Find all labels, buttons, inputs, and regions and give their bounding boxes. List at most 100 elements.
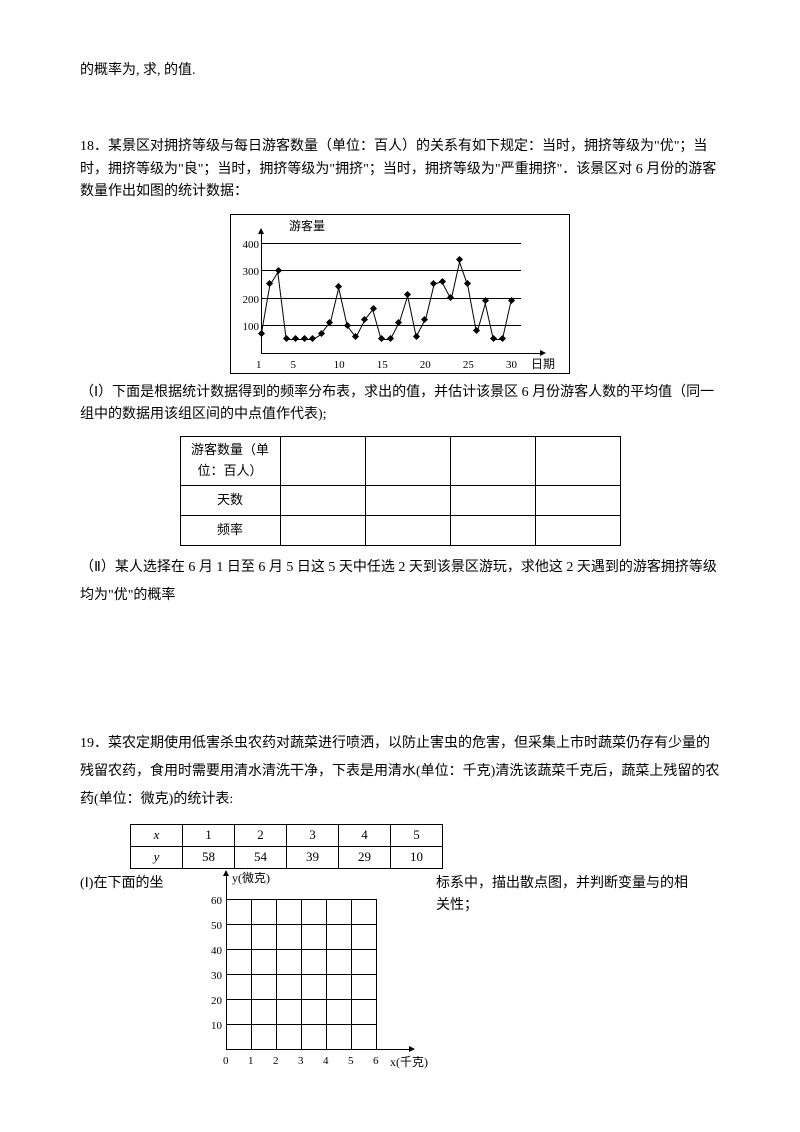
y-tick-label: 200: [233, 292, 259, 310]
data-cell: 29: [339, 846, 391, 868]
data-point: [438, 278, 445, 285]
x-axis: [261, 353, 541, 354]
data-cell: 54: [235, 846, 287, 868]
data-point: [301, 335, 308, 342]
scatter-hgrid: [226, 974, 376, 975]
data-point: [387, 335, 394, 342]
scatter-x-label: 2: [273, 1053, 279, 1071]
q18-chart: 游客量 日期 100200300400151015202530: [80, 214, 720, 374]
scatter-hgrid: [226, 949, 376, 950]
freq-cell: [365, 437, 450, 486]
freq-row-header: 天数: [180, 485, 280, 515]
top-fragment: 的概率为, 求, 的值.: [80, 60, 720, 82]
freq-cell: [280, 485, 365, 515]
freq-cell: [450, 515, 535, 545]
data-cell: 39: [287, 846, 339, 868]
data-cell: 10: [391, 846, 443, 868]
freq-cell: [535, 437, 620, 486]
line-segment: [337, 287, 347, 326]
q19-part1-right: 标系中，描出散点图，并判断变量与的相: [436, 876, 688, 891]
q19-intro: 19．菜农定期使用低害杀虫农药对蔬菜进行喷洒，以防止害虫的危害，但采集上市时蔬菜…: [80, 730, 720, 814]
scatter-x-label: 6: [373, 1053, 379, 1071]
chart-x-title: 日期: [531, 355, 555, 374]
q18-part1: （Ⅰ）下面是根据统计数据得到的频率分布表，求出的值，并估计该景区 6 月份游客人…: [80, 382, 720, 427]
gridline: [261, 298, 521, 299]
x-tick-label: 25: [463, 357, 474, 375]
x-tick-label: 20: [420, 357, 431, 375]
gridline: [261, 325, 521, 326]
data-cell: 3: [287, 824, 339, 846]
x-tick-label: 30: [506, 357, 517, 375]
data-cell: 5: [391, 824, 443, 846]
data-cell: 1: [183, 824, 235, 846]
data-cell: y: [131, 846, 183, 868]
data-point: [490, 335, 497, 342]
data-point: [456, 256, 463, 263]
freq-cell: [280, 515, 365, 545]
line-segment: [502, 300, 512, 339]
x-tick-label: 15: [377, 357, 388, 375]
scatter-y-label: 10: [200, 1018, 222, 1036]
x-tick-label: 5: [290, 357, 296, 375]
scatter-x-label: 3: [298, 1053, 304, 1071]
x-tick-label: 10: [334, 357, 345, 375]
q18-part2: （Ⅱ）某人选择在 6 月 1 日至 6 月 5 日这 5 天中任选 2 天到该景…: [80, 554, 720, 610]
q19-part1-left: (Ⅰ)在下面的坐: [80, 871, 200, 895]
y-tick-label: 400: [233, 237, 259, 255]
scatter-hgrid: [226, 999, 376, 1000]
data-point: [378, 335, 385, 342]
data-cell: 4: [339, 824, 391, 846]
line-segment: [467, 284, 477, 331]
freq-cell: [535, 515, 620, 545]
line-segment: [425, 284, 435, 320]
freq-cell: [450, 485, 535, 515]
data-point: [447, 294, 454, 301]
scatter-hgrid: [226, 924, 376, 925]
y-tick-label: 100: [233, 319, 259, 337]
x-tick-label: 1: [256, 357, 262, 375]
freq-cell: [365, 515, 450, 545]
freq-table: 游客数量（单位：百人）天数频率: [180, 436, 621, 546]
scatter-x-axis: [226, 1049, 410, 1050]
data-point: [430, 280, 437, 287]
q19-scatter: y(微克) x(千克) 1020304050600123456: [200, 871, 430, 1071]
data-point: [283, 335, 290, 342]
line-segment: [277, 270, 287, 339]
scatter-y-title: y(微克): [232, 869, 270, 888]
scatter-x-label: 0: [223, 1053, 229, 1071]
data-table: x12345 y5854392910: [130, 824, 443, 869]
chart-y-title: 游客量: [289, 217, 325, 236]
scatter-y-label: 30: [200, 968, 222, 986]
scatter-y-label: 40: [200, 943, 222, 961]
scatter-hgrid: [226, 899, 376, 900]
data-point: [464, 280, 471, 287]
freq-cell: [365, 485, 450, 515]
data-point: [292, 335, 299, 342]
freq-row-header: 频率: [180, 515, 280, 545]
scatter-y-label: 20: [200, 993, 222, 1011]
gridline: [261, 243, 521, 244]
freq-cell: [280, 437, 365, 486]
q18-intro: 18．某景区对拥挤等级与每日游客数量（单位：百人）的关系有如下规定：当时，拥挤等…: [80, 136, 720, 203]
scatter-hgrid: [226, 1024, 376, 1025]
scatter-vgrid: [376, 899, 377, 1049]
data-point: [413, 333, 420, 340]
data-point: [335, 283, 342, 290]
y-tick-label: 300: [233, 264, 259, 282]
freq-cell: [450, 437, 535, 486]
line-segment: [484, 300, 494, 339]
scatter-y-label: 50: [200, 918, 222, 936]
scatter-y-axis: [226, 875, 227, 1049]
freq-cell: [535, 485, 620, 515]
scatter-y-label: 60: [200, 893, 222, 911]
q19-part1-cont: 关性；: [436, 898, 478, 913]
scatter-x-label: 1: [248, 1053, 254, 1071]
scatter-x-title: x(千克): [390, 1053, 428, 1072]
data-cell: 58: [183, 846, 235, 868]
data-cell: x: [131, 824, 183, 846]
data-cell: 2: [235, 824, 287, 846]
data-point: [499, 335, 506, 342]
line-segment: [406, 295, 416, 336]
scatter-x-label: 4: [323, 1053, 329, 1071]
freq-row-header: 游客数量（单位：百人）: [180, 437, 280, 486]
